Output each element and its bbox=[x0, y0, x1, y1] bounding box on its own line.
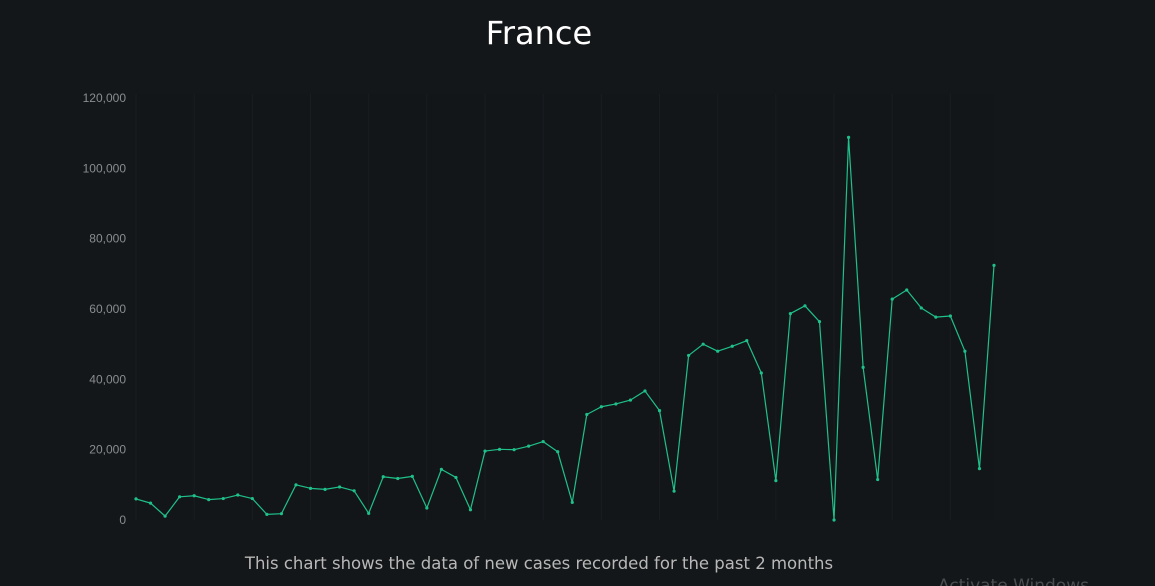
data-point bbox=[556, 450, 560, 454]
data-point bbox=[236, 493, 240, 497]
data-point bbox=[367, 511, 371, 515]
data-point bbox=[890, 297, 894, 301]
data-point bbox=[148, 501, 153, 505]
data-point bbox=[716, 349, 720, 353]
data-point bbox=[832, 518, 836, 522]
data-point bbox=[599, 405, 603, 409]
data-point bbox=[687, 353, 691, 358]
data-point bbox=[992, 263, 996, 267]
data-point bbox=[745, 339, 749, 343]
data-point bbox=[817, 320, 822, 324]
data-point bbox=[657, 409, 662, 413]
data-point bbox=[192, 494, 196, 498]
data-point bbox=[846, 135, 851, 139]
data-point bbox=[788, 311, 793, 316]
data-point bbox=[963, 349, 967, 353]
data-point bbox=[803, 304, 807, 308]
data-point bbox=[570, 500, 574, 505]
chart-caption: This chart shows the data of new cases r… bbox=[244, 554, 834, 573]
data-point bbox=[934, 315, 938, 319]
data-point bbox=[774, 479, 778, 483]
data-point bbox=[468, 508, 473, 512]
data-point bbox=[178, 495, 182, 499]
data-point bbox=[497, 447, 502, 451]
data-point bbox=[279, 512, 284, 516]
y-tick-label: 20,000 bbox=[89, 443, 126, 457]
data-point bbox=[628, 398, 633, 402]
data-point bbox=[861, 365, 865, 369]
data-point bbox=[425, 506, 429, 510]
data-point bbox=[730, 344, 734, 348]
data-point bbox=[265, 512, 269, 516]
y-tick-label: 40,000 bbox=[89, 372, 126, 386]
windows-activation-watermark: Activate Windows bbox=[938, 576, 1089, 586]
data-point bbox=[439, 467, 443, 471]
data-point bbox=[337, 485, 342, 489]
y-tick-label: 100,000 bbox=[83, 161, 127, 175]
data-point bbox=[948, 314, 952, 318]
data-point bbox=[294, 483, 298, 487]
data-point bbox=[876, 477, 880, 482]
chart-title: France bbox=[485, 14, 593, 52]
data-point bbox=[483, 449, 487, 453]
data-point bbox=[759, 371, 763, 375]
data-point bbox=[163, 514, 167, 518]
data-point bbox=[614, 402, 618, 406]
plot-area bbox=[136, 94, 994, 520]
data-point bbox=[134, 497, 138, 501]
data-point bbox=[323, 487, 327, 492]
data-point bbox=[512, 448, 516, 452]
data-point bbox=[977, 467, 982, 471]
data-point bbox=[527, 444, 531, 448]
data-point bbox=[643, 389, 647, 393]
data-point bbox=[207, 498, 211, 502]
data-point bbox=[919, 306, 923, 310]
series-line bbox=[135, 136, 995, 521]
data-point bbox=[701, 342, 705, 346]
data-point bbox=[410, 474, 414, 478]
y-tick-label: 0 bbox=[119, 513, 126, 527]
y-tick-label: 120,000 bbox=[83, 91, 127, 105]
data-point bbox=[352, 489, 356, 493]
data-point bbox=[221, 496, 225, 501]
data-point bbox=[905, 288, 909, 292]
y-tick-label: 80,000 bbox=[89, 232, 126, 246]
data-point bbox=[381, 475, 385, 479]
data-point bbox=[541, 439, 545, 444]
data-point bbox=[250, 496, 254, 501]
data-point bbox=[396, 476, 400, 481]
data-point bbox=[308, 486, 313, 490]
data-point bbox=[454, 475, 458, 480]
data-point bbox=[672, 489, 676, 493]
data-point bbox=[585, 412, 589, 417]
y-tick-label: 60,000 bbox=[89, 302, 126, 316]
